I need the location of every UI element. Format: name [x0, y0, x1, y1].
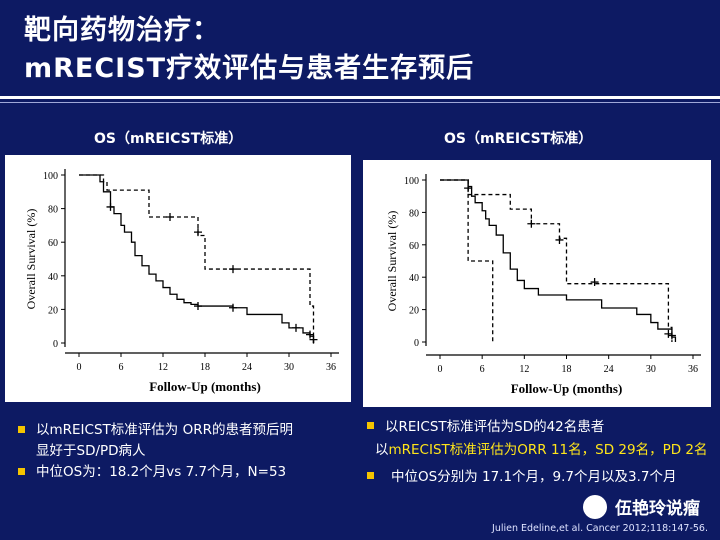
right-bullet-sub-highlight: mRECIST标准评估为ORR 11名，SD 29名，PD 2名: [388, 442, 708, 458]
bullet-square: [367, 472, 374, 479]
y-tick-label: 60: [48, 238, 58, 249]
left-bullet-2-text: 中位OS为：18.2个月vs 7.7个月，N=53: [36, 464, 287, 480]
right-chart-title: OS（mREICST标准）: [444, 131, 593, 147]
bullet-square: [18, 426, 25, 433]
right-km-chart: 0 20 40 60 80 100 0 6 12 18 24 30 36 Follow-Up (month…: [385, 174, 701, 396]
left-bullet-2: 中位OS为：18.2个月vs 7.7个月，N=53: [18, 462, 363, 483]
km-series-line-2: [440, 179, 494, 343]
censor-mark: [194, 228, 202, 237]
x-tick-label: 18: [562, 364, 572, 375]
y-tick-label: 40: [409, 273, 419, 284]
right-bullet-3: 中位OS分别为 17.1个月，9.7个月以及3.7个月: [367, 466, 717, 489]
censor-mark: [664, 329, 673, 338]
slide-title-line1: 靶向药物治疗：: [24, 15, 220, 46]
wechat-icon: [583, 494, 607, 519]
x-tick-label: 24: [604, 364, 614, 375]
censor-mark: [106, 202, 115, 211]
x-tick-label: 12: [519, 364, 529, 375]
km-series-line-2: [79, 174, 315, 343]
right-bullet-1-text: 以REICST标准评估为SD的42名患者: [385, 419, 605, 435]
y-axis-label: Overall Survival (%): [385, 211, 399, 312]
x-tick-label: 12: [158, 362, 168, 373]
x-tick-label: 0: [438, 364, 443, 375]
title-divider: [0, 96, 720, 99]
right-bullet-sub-prefix: 以: [375, 442, 389, 458]
bullet-square: [367, 422, 374, 429]
left-km-chart: 0 20 40 60 80 100 0 6 12 18 24 30 36 Follow-Up (month…: [24, 169, 339, 394]
y-tick-label: 20: [48, 305, 58, 316]
y-tick-label: 80: [48, 205, 58, 216]
censor-mark: [229, 265, 237, 274]
citation: Julien Edeline,et al. Cancer 2012;118:14…: [492, 523, 708, 534]
x-tick-label: 30: [646, 364, 656, 375]
right-chart-panel: 0 20 40 60 80 100 0 6 12 18 24 30 36 Follow-Up (month…: [363, 160, 711, 407]
censor-mark: [527, 219, 536, 228]
censor-mark: [667, 331, 676, 340]
x-tick-label: 18: [200, 362, 210, 373]
title-divider-thin: [0, 102, 720, 103]
x-axis-label: Follow-Up (months): [511, 381, 623, 396]
censor-mark: [464, 184, 473, 193]
right-bullet-sub: 以mRECIST标准评估为ORR 11名，SD 29名，PD 2名: [367, 439, 717, 462]
censor-mark: [590, 278, 599, 287]
y-tick-label: 60: [409, 241, 419, 252]
x-axis-label: Follow-Up (months): [149, 379, 261, 394]
y-tick-label: 20: [409, 306, 419, 317]
y-tick-label: 100: [404, 176, 419, 187]
watermark: 伍艳玲说瘤: [583, 494, 700, 519]
left-bullet-1: 以mREICST标准评估为 ORR的患者预后明 显好于SD/PD病人: [18, 420, 363, 462]
y-tick-label: 80: [409, 208, 419, 219]
y-tick-label: 100: [43, 171, 58, 182]
x-tick-label: 36: [326, 362, 336, 373]
km-series-line-1: [79, 174, 315, 343]
censor-mark: [194, 302, 202, 311]
right-bullet-list: 以REICST标准评估为SD的42名患者 以mRECIST标准评估为ORR 11…: [367, 416, 717, 489]
slide-title: 靶向药物治疗： mRECIST疗效评估与患者生存预后: [24, 12, 474, 88]
x-tick-label: 0: [77, 362, 82, 373]
censor-mark: [306, 330, 314, 339]
watermark-text: 伍艳玲说瘤: [615, 499, 700, 519]
y-tick-label: 40: [48, 272, 58, 283]
x-tick-label: 6: [119, 362, 124, 373]
km-series-line-3: [440, 179, 677, 342]
left-bullet-1-line2: 显好于SD/PD病人: [36, 443, 146, 459]
left-bullet-1-line1: 以mREICST标准评估为 ORR的患者预后明: [36, 422, 293, 438]
slide-title-line2: mRECIST疗效评估与患者生存预后: [24, 53, 475, 84]
bullet-square: [18, 468, 25, 475]
censor-mark: [292, 323, 300, 332]
y-tick-label: 0: [414, 338, 419, 349]
left-chart-panel: 0 20 40 60 80 100 0 6 12 18 24 30 36 Follow-Up (month…: [5, 155, 351, 402]
y-axis-label: Overall Survival (%): [24, 209, 38, 310]
y-tick-label: 0: [53, 339, 58, 350]
censor-mark: [166, 213, 174, 221]
x-tick-label: 30: [284, 362, 294, 373]
x-tick-label: 24: [242, 362, 252, 373]
right-bullet-1: 以REICST标准评估为SD的42名患者: [367, 416, 717, 439]
censor-mark: [229, 303, 237, 312]
left-chart-title: OS（mREICST标准）: [94, 131, 243, 147]
left-bullet-list: 以mREICST标准评估为 ORR的患者预后明 显好于SD/PD病人 中位OS为…: [18, 420, 363, 483]
x-tick-label: 36: [688, 364, 698, 375]
x-tick-label: 6: [480, 364, 485, 375]
right-bullet-3-text: 中位OS分别为 17.1个月，9.7个月以及3.7个月: [391, 469, 677, 485]
censor-mark: [555, 235, 564, 244]
km-series-line-1: [440, 179, 673, 342]
